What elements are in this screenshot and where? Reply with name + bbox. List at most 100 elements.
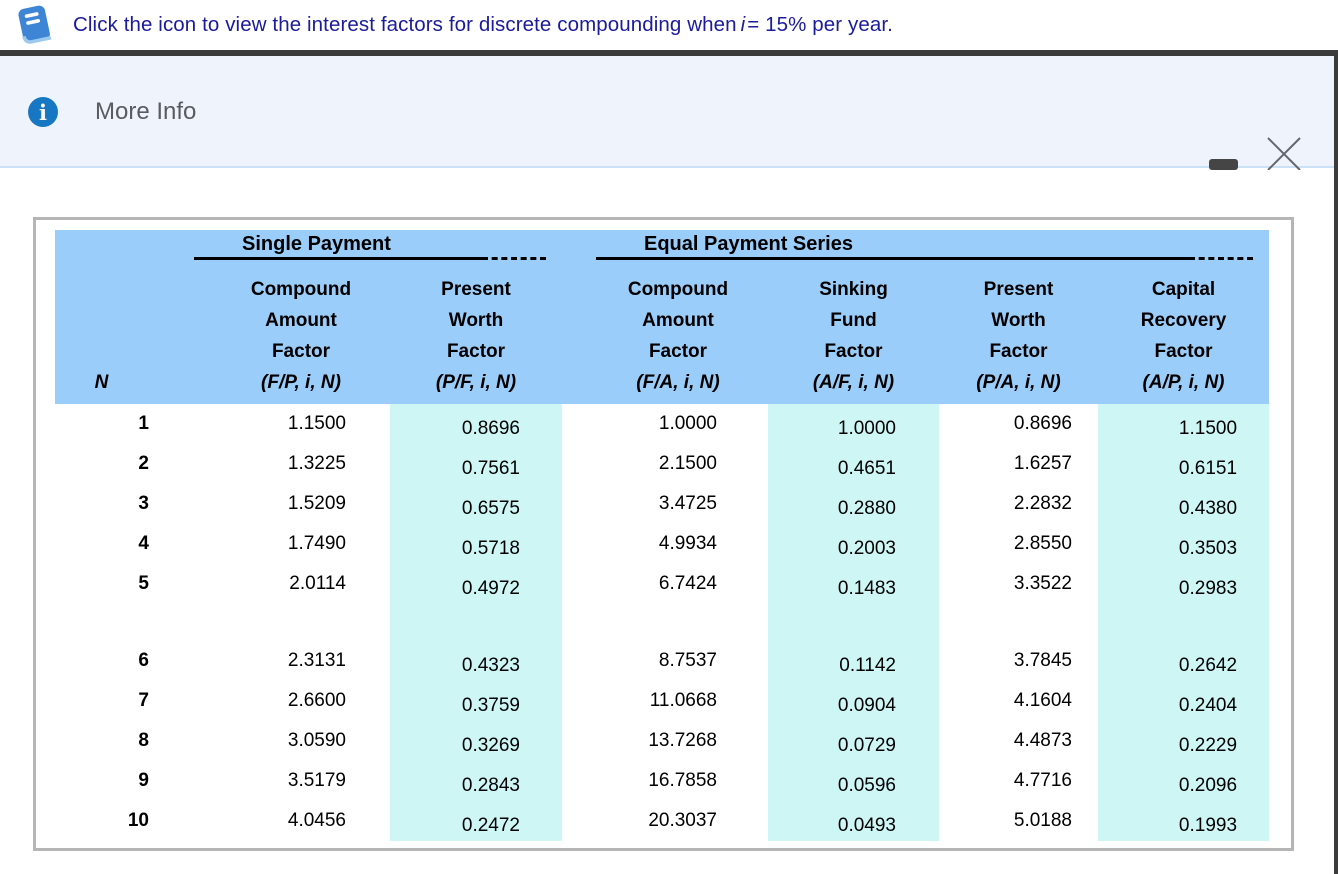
pa-value: 2.2832 [1013, 493, 1072, 514]
pa-value: 3.3522 [1013, 573, 1072, 594]
dialog-header: i More Info [0, 56, 1334, 171]
ap-value: 0.2983 [1098, 564, 1270, 604]
factor-notation: (A/P, i, N) [1142, 372, 1225, 393]
underline-segment [194, 257, 238, 260]
pa-value: 4.7716 [1013, 770, 1072, 791]
n-value: 6 [138, 650, 149, 671]
instruction-text-before: Click the icon to view the interest fact… [73, 13, 737, 36]
column-header-pa: Present Worth Factor (P/A, i, N) [939, 266, 1098, 404]
ap-value: 0.1993 [1098, 801, 1270, 841]
factor-notation: (P/F, i, N) [435, 372, 517, 393]
ap-value: 0.6151 [1098, 444, 1270, 484]
column-header-ap: Capital Recovery Factor (A/P, i, N) [1098, 266, 1270, 404]
ap-value: 0.2642 [1098, 641, 1270, 681]
fa-value: 1.0000 [658, 413, 717, 434]
factor-notation: (F/P, i, N) [261, 372, 341, 393]
af-value: 0.0493 [768, 801, 939, 841]
ap-value: 0.4380 [1098, 484, 1270, 524]
group-header-equal-payment-series: Equal Payment Series [562, 230, 1270, 266]
table-row: 9 3.5179 0.2843 16.7858 0.0596 4.7716 0.… [55, 761, 1270, 801]
group-header-row: Single Payment Equal Payment Series [55, 230, 1270, 266]
fa-value: 11.0668 [649, 690, 717, 711]
fa-value: 2.1500 [658, 453, 717, 474]
fa-value: 3.4725 [658, 493, 717, 514]
minimize-button[interactable] [1209, 159, 1238, 170]
fp-value: 2.3131 [287, 650, 346, 671]
fp-value: 1.1500 [287, 413, 346, 434]
instruction-text: Click the icon to view the interest fact… [73, 0, 893, 50]
column-header-n: N [55, 266, 160, 404]
pa-value: 0.8696 [1013, 413, 1072, 434]
pa-value: 4.4873 [1013, 730, 1072, 751]
pa-value: 2.8550 [1013, 533, 1072, 554]
fp-value: 1.5209 [287, 493, 346, 514]
group-header-single-payment: Single Payment [160, 230, 562, 266]
table-row: 4 1.7490 0.5718 4.9934 0.2003 2.8550 0.3… [55, 524, 1270, 564]
close-button[interactable] [1264, 134, 1304, 174]
fa-value: 8.7537 [658, 650, 717, 671]
fa-value: 6.7424 [658, 573, 717, 594]
n-value: 8 [138, 730, 149, 751]
table-container: Single Payment Equal Payment Series N Co… [33, 217, 1294, 851]
ap-value: 0.2096 [1098, 761, 1270, 801]
frame-top-bar [0, 50, 1338, 56]
dialog-body: Single Payment Equal Payment Series N Co… [0, 170, 1334, 874]
instruction-bar: Click the icon to view the interest fact… [0, 0, 1338, 50]
column-header-fa: Compound Amount Factor (F/A, i, N) [562, 266, 768, 404]
af-value: 0.0729 [768, 721, 939, 761]
table-row: 2 1.3225 0.7561 2.1500 0.4651 1.6257 0.6… [55, 444, 1270, 484]
fa-value: 16.7858 [648, 770, 717, 791]
underline-segment [596, 257, 640, 260]
column-header-pf: Present Worth Factor (P/F, i, N) [390, 266, 562, 404]
info-icon: i [28, 97, 58, 127]
interest-rate-variable: i [740, 13, 746, 36]
pf-value: 0.3759 [390, 681, 562, 721]
fp-value: 4.0456 [287, 810, 346, 831]
pf-value: 0.8696 [390, 404, 562, 444]
table-row: 5 2.0114 0.4972 6.7424 0.1483 3.3522 0.2… [55, 564, 1270, 604]
underline-dashes [482, 257, 546, 260]
column-header-row: N Compound Amount Factor (F/P, i, N) Pre… [55, 266, 1270, 404]
underline-dashes [1189, 257, 1254, 260]
ap-value: 0.3503 [1098, 524, 1270, 564]
ap-value: 0.2229 [1098, 721, 1270, 761]
factor-notation: (A/F, i, N) [812, 372, 895, 393]
table-row: 3 1.5209 0.6575 3.4725 0.2880 2.2832 0.4… [55, 484, 1270, 524]
book-icon[interactable] [13, 4, 55, 48]
af-value: 0.0596 [768, 761, 939, 801]
table-row: 6 2.3131 0.4323 8.7537 0.1142 3.7845 0.2… [55, 641, 1270, 681]
group-header-empty [55, 230, 160, 266]
pa-value: 5.0188 [1013, 810, 1072, 831]
af-value: 0.1483 [768, 564, 939, 604]
table-row: 8 3.0590 0.3269 13.7268 0.0729 4.4873 0.… [55, 721, 1270, 761]
group-label: Equal Payment Series [640, 233, 857, 260]
pf-value: 0.7561 [390, 444, 562, 484]
n-value: 2 [138, 453, 149, 474]
n-value: 4 [138, 533, 149, 554]
pf-value: 0.2472 [390, 801, 562, 841]
fp-value: 2.6600 [287, 690, 346, 711]
af-value: 1.0000 [768, 404, 939, 444]
dialog-title: More Info [95, 98, 197, 125]
pf-value: 0.4972 [390, 564, 562, 604]
af-value: 0.4651 [768, 444, 939, 484]
fa-value: 13.7268 [648, 730, 717, 751]
instruction-text-after: = 15% per year. [747, 13, 893, 36]
factor-notation: (P/A, i, N) [976, 372, 1061, 393]
fa-value: 20.3037 [648, 810, 717, 831]
n-value: 9 [138, 770, 149, 791]
ap-value: 0.2404 [1098, 681, 1270, 721]
fp-value: 1.3225 [287, 453, 346, 474]
pf-value: 0.3269 [390, 721, 562, 761]
ap-value: 1.1500 [1098, 404, 1270, 444]
fp-value: 3.0590 [287, 730, 346, 751]
n-value: 5 [138, 573, 149, 594]
pf-value: 0.4323 [390, 641, 562, 681]
table-row: 7 2.6600 0.3759 11.0668 0.0904 4.1604 0.… [55, 681, 1270, 721]
n-value: 1 [138, 413, 149, 434]
underline-segment [394, 257, 482, 260]
pa-value: 4.1604 [1013, 690, 1072, 711]
interest-factors-table: Single Payment Equal Payment Series N Co… [55, 230, 1270, 841]
frame-right-edge [1334, 56, 1338, 874]
